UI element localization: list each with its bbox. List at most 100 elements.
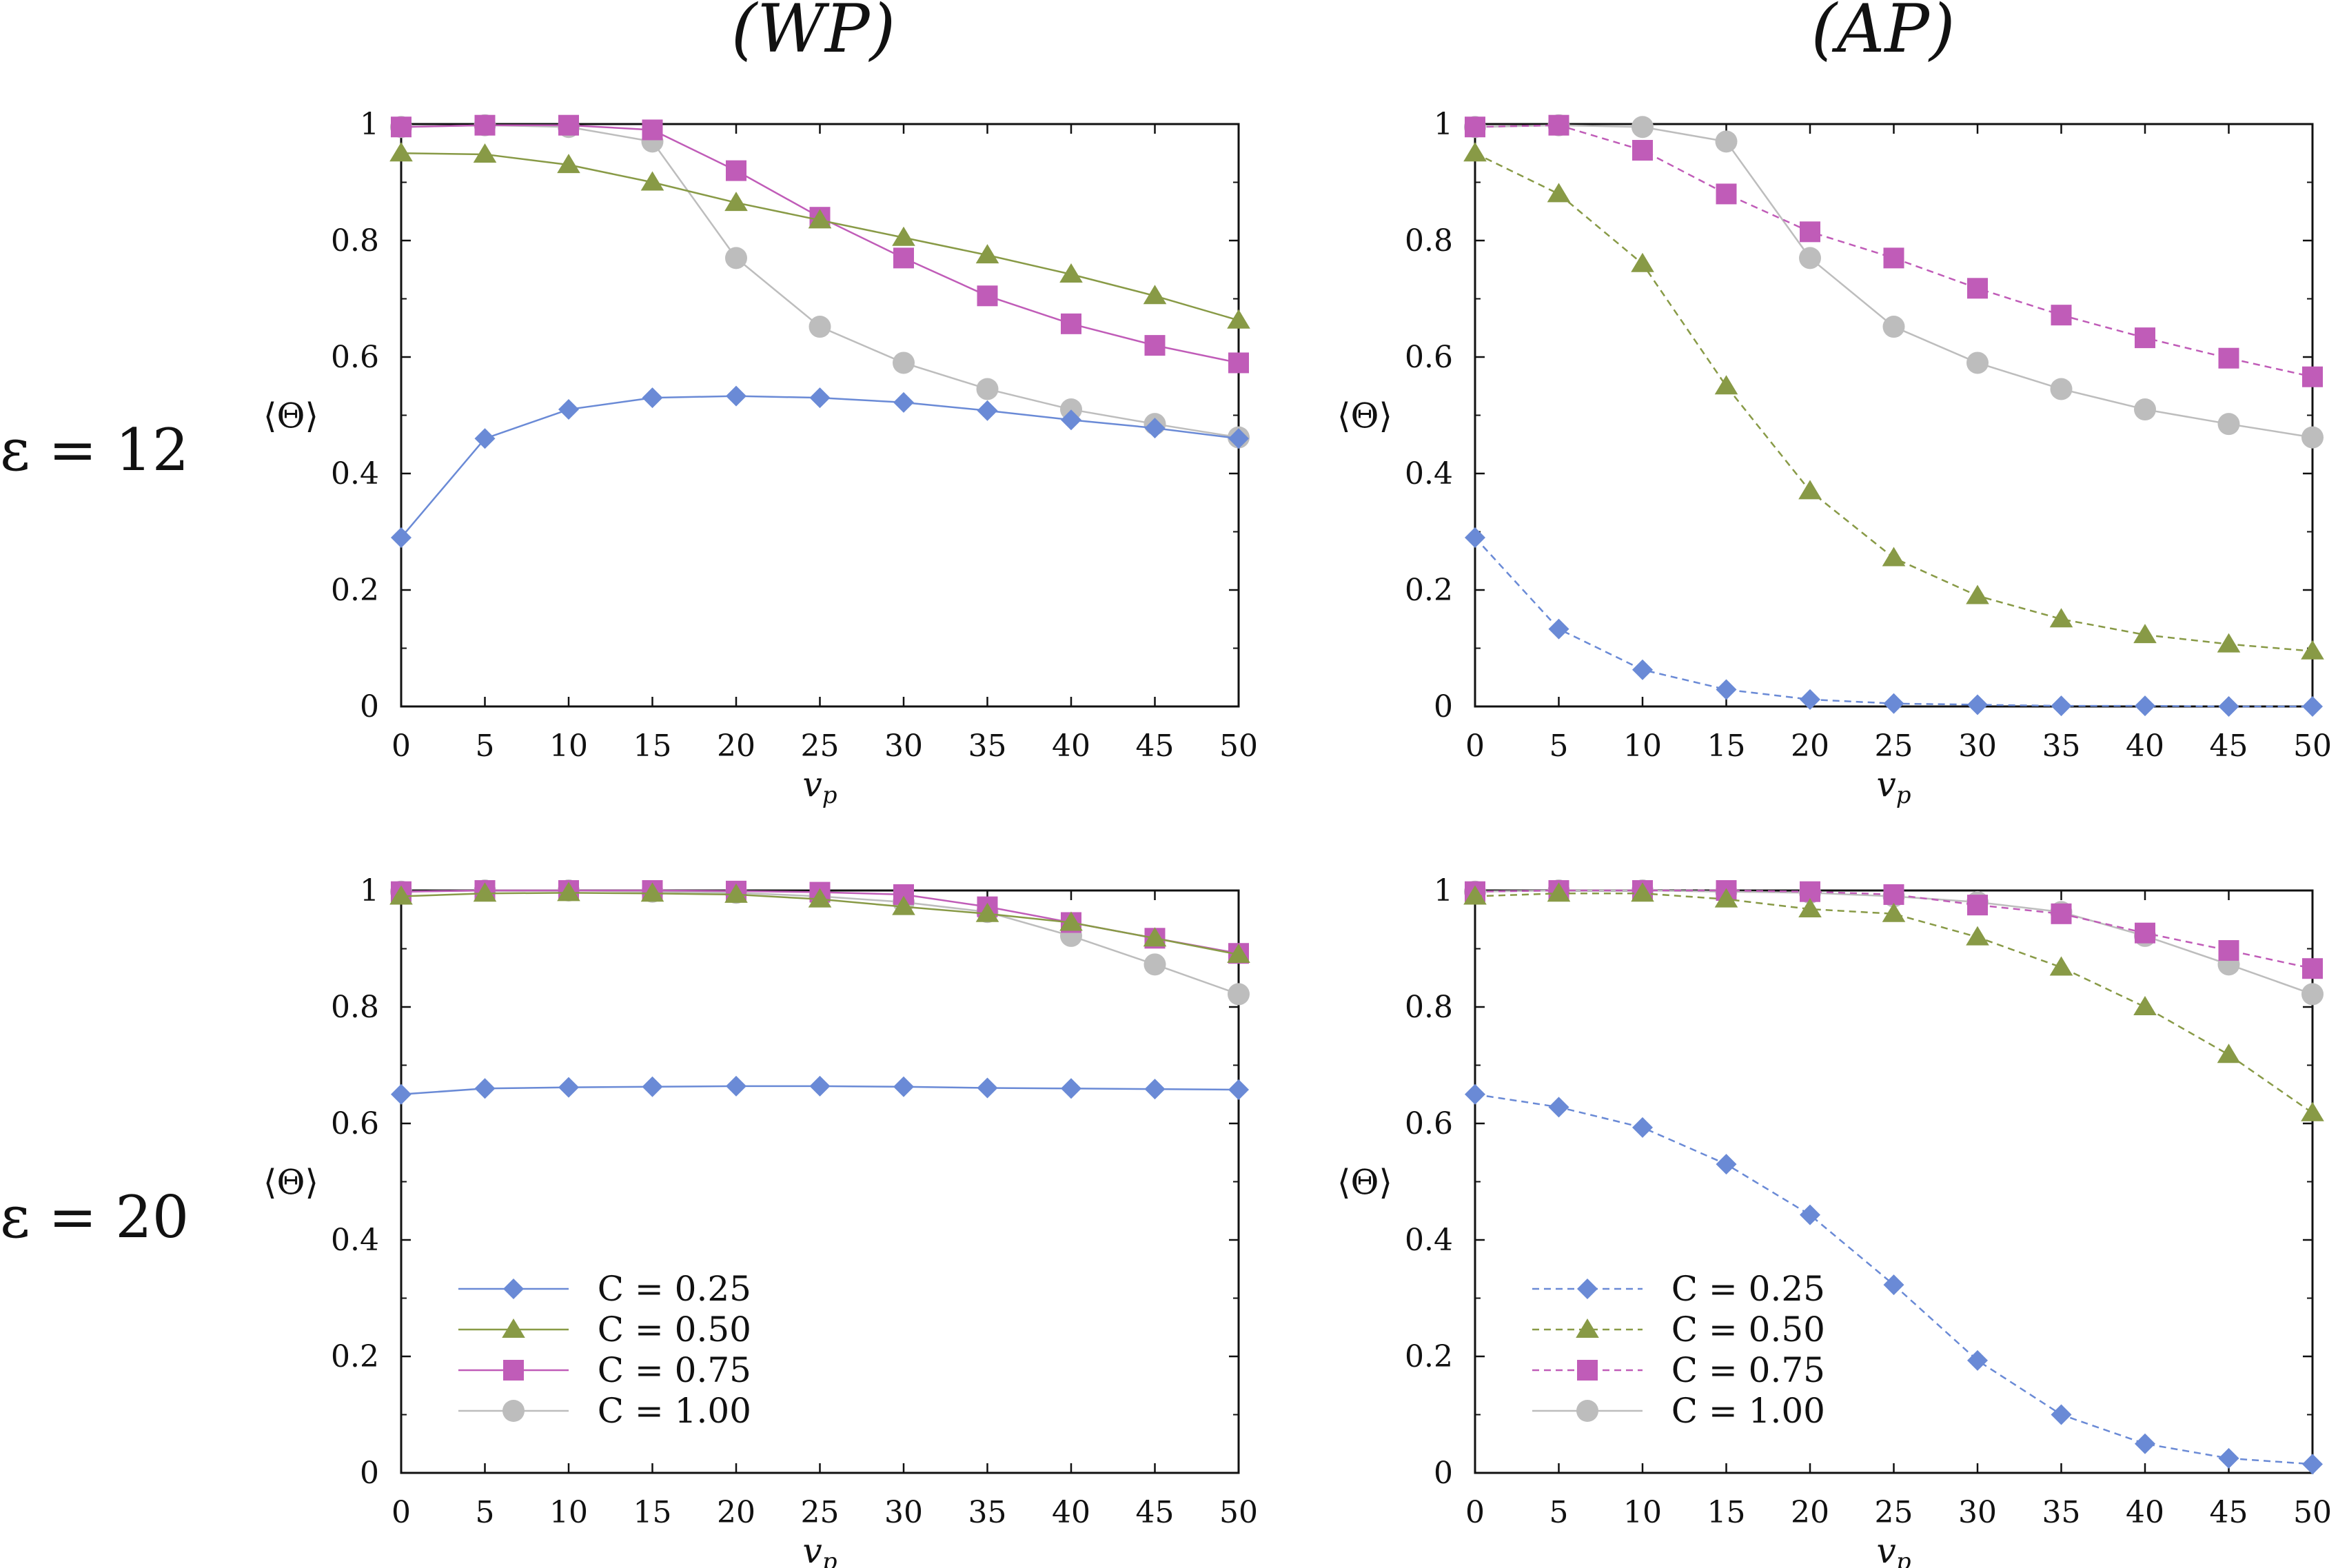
data-point-C025: [1465, 1083, 1485, 1105]
data-point-C050: [1463, 142, 1487, 162]
data-point-C050: [1547, 882, 1571, 902]
data-point-C075: [1465, 116, 1485, 138]
x-axis-label: vp: [802, 1531, 837, 1568]
data-point-C075: [1632, 140, 1653, 161]
data-point-C050: [1059, 911, 1083, 931]
x-tick-label: 45: [1136, 729, 1175, 764]
data-point-C075: [474, 114, 496, 136]
data-point-C050: [724, 192, 748, 212]
data-point-C075: [2218, 347, 2239, 369]
x-axis-label-subscript: p: [822, 782, 837, 809]
y-tick-label: 0.8: [1405, 223, 1453, 258]
y-tick-label: 0.2: [331, 573, 379, 608]
x-tick-label: 15: [633, 729, 672, 764]
x-tick-label: 40: [2126, 1495, 2164, 1530]
data-point-C075: [391, 116, 411, 138]
data-point-C100: [2134, 398, 2156, 421]
data-point-C050: [2133, 624, 2157, 644]
data-point-C050: [473, 882, 497, 902]
x-tick-label: 20: [1791, 729, 1829, 764]
data-point-C050: [1547, 183, 1571, 203]
y-tick-label: 0.2: [1405, 573, 1453, 608]
data-point-C075: [1228, 352, 1249, 374]
data-point-C025: [2135, 1433, 2155, 1454]
data-point-C025: [1716, 1154, 1737, 1175]
x-tick-label: 5: [1549, 729, 1569, 764]
data-point-C050: [640, 882, 664, 902]
y-tick-label: 0.8: [331, 990, 379, 1025]
x-tick-label: 50: [1219, 1495, 1258, 1530]
data-point-C075: [893, 247, 914, 269]
data-point-C100: [1715, 130, 1738, 153]
data-point-C050: [1227, 309, 1250, 329]
data-point-C100: [1882, 316, 1905, 338]
data-point-C075: [2302, 366, 2323, 387]
legend-label: C = 0.75: [598, 1350, 751, 1390]
data-point-C050: [975, 244, 999, 264]
data-point-C050: [1798, 480, 1822, 500]
y-tick-label: 0.6: [1405, 1106, 1453, 1141]
data-point-C050: [1631, 882, 1654, 902]
data-point-C050: [1227, 943, 1250, 963]
data-point-C050: [2301, 640, 2324, 660]
data-point-C100: [1228, 983, 1250, 1006]
plot-frame: [1474, 889, 2314, 1474]
data-point-C025: [726, 385, 746, 407]
data-point-C100: [725, 247, 747, 269]
x-tick-label: 25: [801, 1495, 840, 1530]
data-point-C025: [558, 399, 579, 420]
data-point-C075: [2135, 327, 2155, 349]
data-point-C025: [1144, 1079, 1166, 1100]
legend-marker: [502, 1400, 525, 1422]
x-tick-label: 25: [1875, 1495, 1913, 1530]
data-point-C050: [473, 143, 497, 163]
data-point-C025: [2302, 1454, 2323, 1475]
y-axis-label: ⟨Θ⟩: [263, 1163, 318, 1203]
data-point-C025: [2302, 696, 2323, 717]
data-point-C025: [2051, 1404, 2072, 1425]
data-point-C025: [1061, 1078, 1081, 1099]
x-tick-label: 30: [884, 729, 923, 764]
data-point-C025: [1883, 1274, 1904, 1296]
column-title-wp: (WP): [731, 0, 895, 68]
legend-label: C = 1.00: [1671, 1391, 1825, 1431]
x-tick-label: 40: [1052, 729, 1090, 764]
data-point-C075: [726, 160, 746, 181]
panel-ap-eps12: 0 5 10 15 20 25 30 35 40 45 50 0 0.2 0.4 0.6 0.8 1 vp ⟨Θ⟩: [1337, 107, 2332, 809]
data-point-C025: [1800, 689, 1820, 710]
data-point-C050: [640, 171, 664, 191]
data-point-C050: [808, 209, 832, 229]
data-point-C025: [642, 387, 663, 409]
x-tick-label: 45: [2210, 729, 2248, 764]
data-point-C025: [1228, 428, 1249, 449]
series-line-C050: [1474, 892, 2313, 1114]
y-axis-label: ⟨Θ⟩: [263, 396, 318, 436]
plot-frame: [1474, 123, 2314, 708]
x-axis-label-subscript: p: [822, 1548, 837, 1568]
x-tick-label: 10: [549, 1495, 588, 1530]
data-point-C075: [1800, 221, 1820, 243]
y-tick-label: 0: [1434, 1456, 1453, 1491]
x-tick-label: 25: [801, 729, 840, 764]
x-tick-label: 30: [884, 1495, 923, 1530]
x-tick-label: 15: [633, 1495, 672, 1530]
x-tick-label: 0: [392, 1495, 411, 1530]
data-point-C075: [2135, 922, 2155, 944]
data-point-C025: [558, 1077, 579, 1098]
x-tick-label: 50: [2293, 1495, 2332, 1530]
data-point-C100: [2217, 413, 2240, 436]
data-point-C100: [1799, 247, 1821, 269]
data-point-C075: [1967, 895, 1988, 916]
x-tick-label: 25: [1875, 729, 1913, 764]
data-point-C050: [1714, 888, 1738, 908]
data-point-C025: [1800, 1204, 1820, 1225]
x-axis-label: vp: [1876, 764, 1911, 809]
data-point-C100: [2050, 378, 2073, 400]
data-point-C025: [1548, 618, 1569, 640]
x-tick-label: 30: [1958, 1495, 1997, 1530]
data-point-C025: [2051, 695, 2072, 717]
x-tick-label: 5: [1549, 1495, 1569, 1530]
data-point-C075: [1967, 278, 1988, 299]
data-point-C100: [2301, 426, 2324, 449]
